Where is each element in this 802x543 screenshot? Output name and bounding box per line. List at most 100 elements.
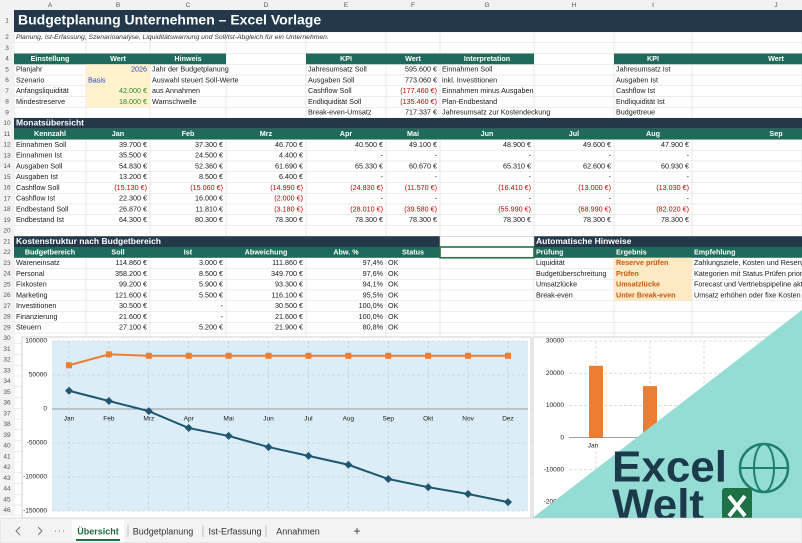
cell-text[interactable]: Mindestreserve (16, 97, 65, 106)
nav-prev[interactable] (15, 526, 21, 536)
cell-text[interactable]: - (221, 312, 224, 321)
row-header[interactable]: 17 (3, 195, 11, 202)
cell-text[interactable]: 5.500 € (199, 290, 223, 299)
cell-text[interactable]: (13.030 €) (656, 183, 689, 192)
cell-text[interactable]: - (381, 194, 384, 203)
cell-text[interactable]: - (609, 194, 612, 203)
sheet-tab[interactable]: Übersicht (77, 526, 119, 536)
cell-text[interactable]: inkl. Investitionen (442, 75, 497, 84)
cell-text[interactable]: (39.580 €) (404, 204, 437, 213)
column-header[interactable]: D (264, 2, 269, 9)
cell-text[interactable]: 8.500 € (199, 269, 223, 278)
row-header[interactable]: 33 (3, 367, 11, 374)
cell-text[interactable]: 111.860 € (272, 258, 303, 267)
row-header[interactable]: 15 (3, 174, 11, 181)
cell-text[interactable]: 61.690 € (275, 161, 303, 170)
cell-text[interactable]: (13.000 €) (578, 183, 611, 192)
table-header[interactable]: Wert (405, 54, 421, 63)
cell-text[interactable]: OK (388, 323, 399, 332)
column-header[interactable]: A (48, 2, 53, 9)
cell-text[interactable]: 18.000 € (119, 97, 147, 106)
cell-text[interactable]: (11.570 €) (405, 183, 437, 192)
row-header[interactable]: 27 (3, 303, 11, 310)
cell-text[interactable]: - (609, 172, 612, 181)
cell-text[interactable]: 358.200 € (115, 269, 147, 278)
cell-text[interactable]: 52.360 € (195, 161, 223, 170)
cell-text[interactable]: aus Annahmen (152, 86, 200, 95)
cell-text[interactable]: 114.860 € (116, 258, 147, 267)
sheet-tab[interactable]: Budgetplanung (133, 526, 194, 536)
cell-text[interactable]: Szenario (16, 75, 44, 84)
cell-text[interactable]: Jahresumsatz Soll (308, 65, 367, 74)
table-header[interactable]: Kennzahl (34, 129, 66, 138)
cell-text[interactable]: 95,5% (363, 290, 384, 299)
cell-text[interactable]: 62.600 € (583, 161, 611, 170)
cell-text[interactable]: 22.300 € (119, 194, 147, 203)
section-title[interactable]: Automatische Hinweise (536, 236, 632, 246)
row-header[interactable]: 42 (3, 464, 11, 471)
row-header[interactable]: 30 (3, 335, 11, 342)
table-header[interactable]: Ergebnis (616, 247, 647, 256)
table-header[interactable]: KPI (647, 54, 659, 63)
cell-text[interactable]: Einnahmen minus Ausgaben (442, 86, 534, 95)
cell-text[interactable]: Budgetüberschreitung (536, 269, 606, 278)
cell-text[interactable]: Endbestand Soll (16, 204, 69, 213)
cell-text[interactable]: 40.500 € (355, 140, 383, 149)
cell-text[interactable]: 80,8% (363, 323, 384, 332)
cell-text[interactable]: 49.600 € (583, 140, 611, 149)
cell-text[interactable]: OK (388, 280, 399, 289)
cell-text[interactable]: (2.000 €) (274, 194, 303, 203)
cell-text[interactable]: OK (388, 258, 399, 267)
cell-text[interactable]: Cashflow Ist (16, 194, 55, 203)
cell-text[interactable]: Forecast und Vertriebspipeline akt (694, 280, 802, 289)
section-title[interactable]: Kostenstruktur nach Budgetbereich (16, 236, 161, 246)
row-header[interactable]: 2 (5, 34, 9, 41)
cell-text[interactable]: (177.460 €) (400, 86, 437, 95)
cell-text[interactable]: Prüfen (616, 269, 639, 278)
cell-text[interactable]: 46.700 € (275, 140, 303, 149)
nav-next[interactable] (37, 526, 43, 536)
row-header[interactable]: 36 (3, 400, 11, 407)
cell-text[interactable]: Marketing (16, 290, 48, 299)
cell-text[interactable]: - (687, 194, 690, 203)
cell-text[interactable]: Ausgaben Ist (616, 75, 658, 84)
table-header[interactable]: Mrz (260, 129, 273, 138)
column-header[interactable]: G (484, 2, 489, 9)
cell-text[interactable]: (24.830 €) (350, 183, 383, 192)
cell-text[interactable]: (68.990 €) (578, 204, 611, 213)
row-header[interactable]: 45 (3, 496, 11, 503)
cell-text[interactable]: Endliquidität Ist (616, 97, 665, 106)
row-header[interactable]: 20 (3, 228, 11, 235)
cell-text[interactable]: 6.400 € (279, 172, 303, 181)
cell-text[interactable]: Jahr der Budgetplanung (152, 65, 229, 74)
cell-text[interactable]: (28.010 €) (350, 204, 383, 213)
cell-text[interactable]: Endliquidität Soll (308, 97, 362, 106)
cell-text[interactable]: Anfangsliquidität (16, 86, 69, 95)
row-header[interactable]: 19 (3, 217, 11, 224)
cell-text[interactable]: 8.500 € (199, 172, 223, 181)
table-header[interactable]: Wert (768, 54, 784, 63)
cell-text[interactable]: 78.300 € (503, 215, 531, 224)
cell-text[interactable]: Unter Break-even (616, 290, 676, 299)
cell-text[interactable]: Steuern (16, 323, 41, 332)
row-header[interactable]: 46 (3, 507, 11, 514)
row-header[interactable]: 5 (5, 66, 9, 73)
table-header[interactable]: Interpretation (464, 54, 510, 63)
cell-text[interactable]: Einnahmen Soll (442, 65, 493, 74)
cell-text[interactable]: (14.990 €) (270, 183, 303, 192)
cell-text[interactable]: Personal (16, 269, 45, 278)
column-header[interactable]: J (774, 2, 777, 9)
cell-text[interactable]: Planjahr (16, 65, 43, 74)
table-header[interactable]: Status (402, 247, 424, 256)
row-header[interactable]: 9 (5, 109, 9, 116)
cell-text[interactable]: Ausgaben Ist (16, 172, 58, 181)
row-header[interactable]: 3 (5, 45, 9, 52)
cell-text[interactable]: Cashflow Ist (616, 86, 655, 95)
row-header[interactable]: 1 (5, 18, 9, 25)
row-header[interactable]: 34 (3, 378, 11, 385)
cell-text[interactable]: Budgettreue (616, 108, 655, 117)
table-header[interactable]: Abw. % (333, 247, 359, 256)
cell-text[interactable]: - (687, 172, 690, 181)
row-header[interactable]: 43 (3, 475, 11, 482)
table-header[interactable]: Sep (769, 129, 783, 138)
